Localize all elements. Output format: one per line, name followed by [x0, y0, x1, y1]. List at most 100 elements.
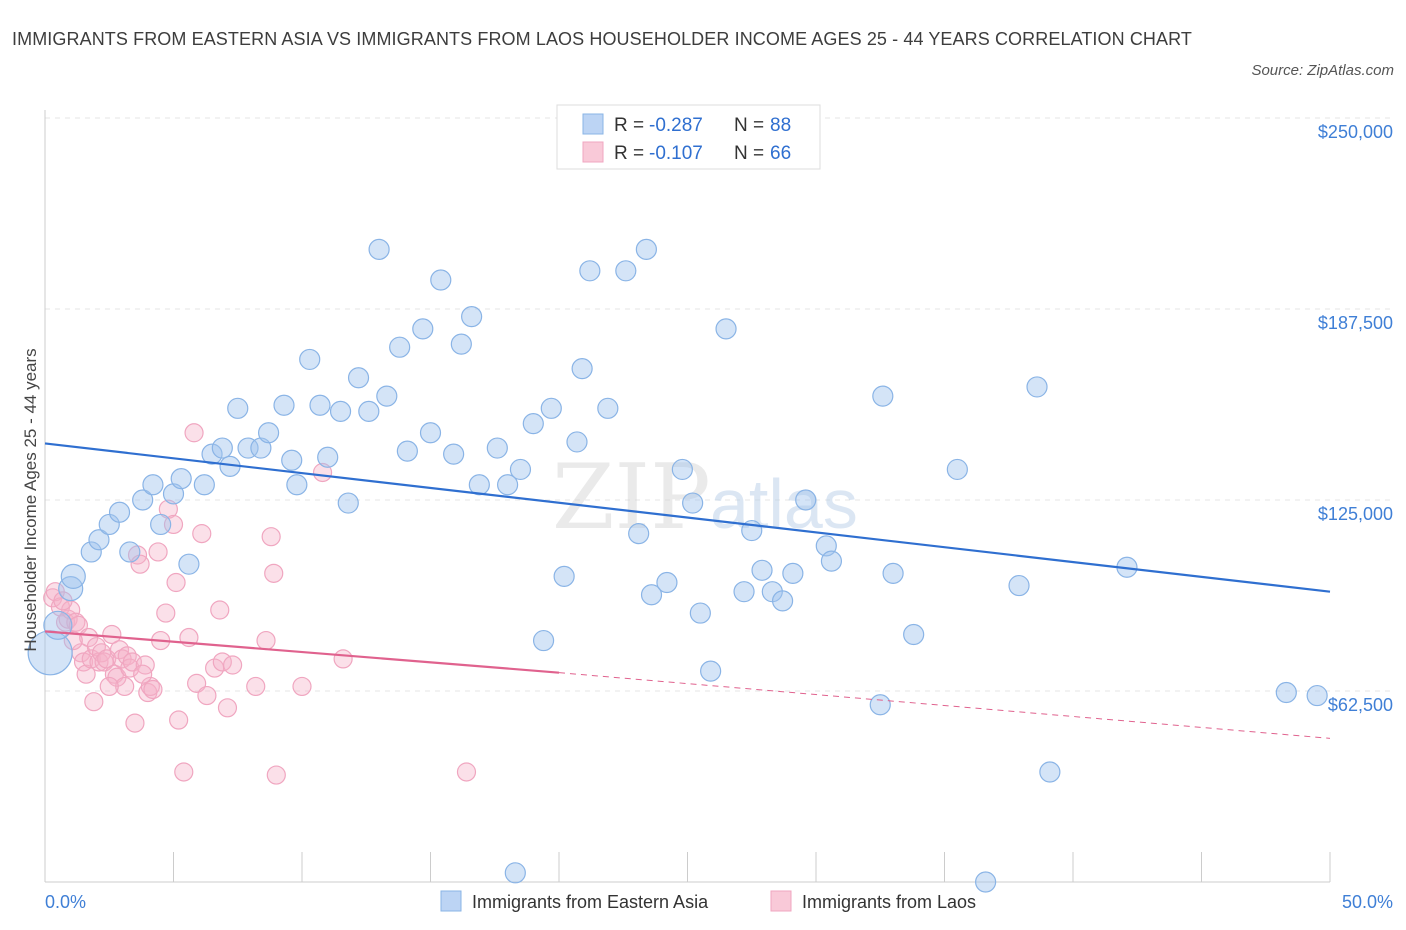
- laos-point-49: [210, 600, 230, 620]
- laos-point-25: [117, 646, 137, 666]
- laos-point-65: [133, 664, 153, 684]
- y-tick-labels: $62,500 $125,000 $187,500 $250,000: [1318, 122, 1393, 715]
- eastern-asia-point-50: [553, 565, 575, 588]
- eastern-asia-point-9: [132, 489, 154, 511]
- eastern-asia-point-61: [682, 492, 704, 514]
- series-eastern-asia-points: [27, 238, 1328, 893]
- eastern-asia-point-5: [88, 529, 110, 551]
- laos-point-14: [86, 637, 107, 657]
- bottom-legend-swatch-laos: [770, 890, 792, 912]
- bottom-legend-swatch-eastern-asia: [440, 890, 462, 912]
- eastern-asia-point-57: [635, 238, 657, 261]
- eastern-asia-point-21: [250, 437, 272, 459]
- legend-n-value-2: 66: [770, 143, 791, 164]
- laos-point-44: [184, 423, 204, 443]
- eastern-asia-point-8: [119, 541, 141, 563]
- y-tick-label-3: $250,000: [1318, 122, 1393, 142]
- eastern-asia-point-75: [872, 385, 894, 407]
- eastern-asia-point-36: [396, 440, 418, 462]
- laos-point-55: [261, 527, 281, 547]
- eastern-asia-point-16: [201, 443, 223, 465]
- laos-point-24: [115, 676, 135, 697]
- eastern-asia-point-44: [486, 437, 508, 459]
- trend-line-eastern-asia: [44, 442, 1331, 593]
- eastern-asia-point-74: [869, 694, 891, 716]
- legend-swatch-laos: [582, 141, 604, 163]
- eastern-asia-point-34: [376, 385, 398, 407]
- laos-point-13: [84, 692, 104, 712]
- chart-title: IMMIGRANTS FROM EASTERN ASIA VS IMMIGRAN…: [12, 29, 1193, 49]
- eastern-asia-point-76: [882, 562, 904, 584]
- eastern-asia-point-27: [309, 394, 331, 416]
- eastern-asia-point-39: [430, 269, 452, 291]
- laos-point-10: [76, 664, 96, 684]
- top-legend: R = -0.287 N = 88 R = -0.107 N = 66: [556, 104, 821, 170]
- eastern-asia-point-15: [193, 474, 215, 496]
- laos-point-54: [256, 630, 276, 651]
- legend-n-label-2: N =: [734, 143, 764, 164]
- laos-point-57: [266, 765, 286, 785]
- laos-point-40: [166, 572, 186, 593]
- eastern-asia-point-60: [671, 458, 693, 481]
- eastern-asia-point-53: [579, 260, 601, 282]
- laos-point-19: [102, 624, 122, 645]
- eastern-asia-point-26: [299, 348, 321, 371]
- legend-r-label-1: R =: [614, 115, 644, 136]
- bottom-legend-label-laos: Immigrants from Laos: [802, 892, 976, 912]
- laos-point-64: [99, 676, 119, 697]
- eastern-asia-point-70: [782, 562, 804, 584]
- x-tick-max: 50.0%: [1342, 892, 1393, 912]
- eastern-asia-point-63: [700, 660, 722, 682]
- eastern-asia-point-38: [419, 422, 442, 444]
- bottom-legend: Immigrants from Eastern Asia Immigrants …: [440, 890, 976, 912]
- legend-n-label-1: N =: [734, 115, 764, 136]
- eastern-asia-point-31: [347, 367, 370, 389]
- eastern-asia-point-23: [273, 394, 295, 416]
- eastern-asia-point-1: [43, 610, 73, 640]
- eastern-asia-point-24: [281, 449, 303, 471]
- y-tick-label-2: $187,500: [1318, 313, 1393, 333]
- trend-line-laos: [44, 630, 560, 674]
- eastern-asia-point-55: [615, 260, 637, 282]
- eastern-asia-point-7: [108, 501, 131, 523]
- legend-r-value-2: -0.107: [649, 143, 703, 164]
- eastern-asia-point-28: [317, 446, 339, 468]
- laos-point-53: [246, 676, 266, 697]
- eastern-asia-point-59: [656, 571, 678, 594]
- eastern-asia-point-51: [566, 431, 588, 453]
- y-axis-label: Householder Income Ages 25 - 44 years: [21, 348, 40, 651]
- eastern-asia-point-73: [820, 550, 843, 572]
- series-laos-points: [43, 423, 477, 785]
- eastern-asia-point-69: [771, 590, 794, 612]
- eastern-asia-point-56: [628, 523, 650, 545]
- chart-source: Source: ZipAtlas.com: [1251, 62, 1394, 79]
- laos-point-41: [169, 710, 189, 730]
- eastern-asia-point-52: [571, 357, 593, 380]
- eastern-asia-point-71: [795, 489, 817, 511]
- eastern-asia-point-3: [60, 563, 86, 590]
- laos-point-9: [73, 652, 94, 672]
- eastern-asia-point-79: [975, 871, 997, 893]
- eastern-asia-point-65: [733, 581, 755, 603]
- eastern-asia-point-45: [497, 474, 519, 496]
- eastern-asia-point-64: [715, 318, 737, 340]
- eastern-asia-point-32: [358, 400, 380, 422]
- eastern-asia-point-62: [689, 602, 711, 624]
- y-tick-label-0: $62,500: [1328, 695, 1393, 715]
- eastern-asia-point-43: [468, 474, 490, 496]
- eastern-asia-point-4: [80, 541, 102, 563]
- eastern-asia-point-25: [286, 474, 308, 496]
- eastern-asia-point-13: [170, 468, 192, 490]
- laos-point-35: [148, 542, 168, 562]
- eastern-asia-point-80: [1008, 574, 1030, 597]
- laos-point-61: [456, 762, 477, 782]
- laos-point-58: [292, 676, 312, 697]
- eastern-asia-point-19: [227, 397, 249, 419]
- eastern-asia-point-30: [337, 492, 359, 514]
- legend-swatch-eastern-asia: [582, 113, 604, 135]
- eastern-asia-point-81: [1026, 376, 1048, 398]
- eastern-asia-point-84: [1275, 681, 1297, 704]
- eastern-asia-point-17: [211, 437, 233, 459]
- watermark-atlas: atlas: [710, 465, 858, 543]
- eastern-asia-point-14: [178, 553, 200, 575]
